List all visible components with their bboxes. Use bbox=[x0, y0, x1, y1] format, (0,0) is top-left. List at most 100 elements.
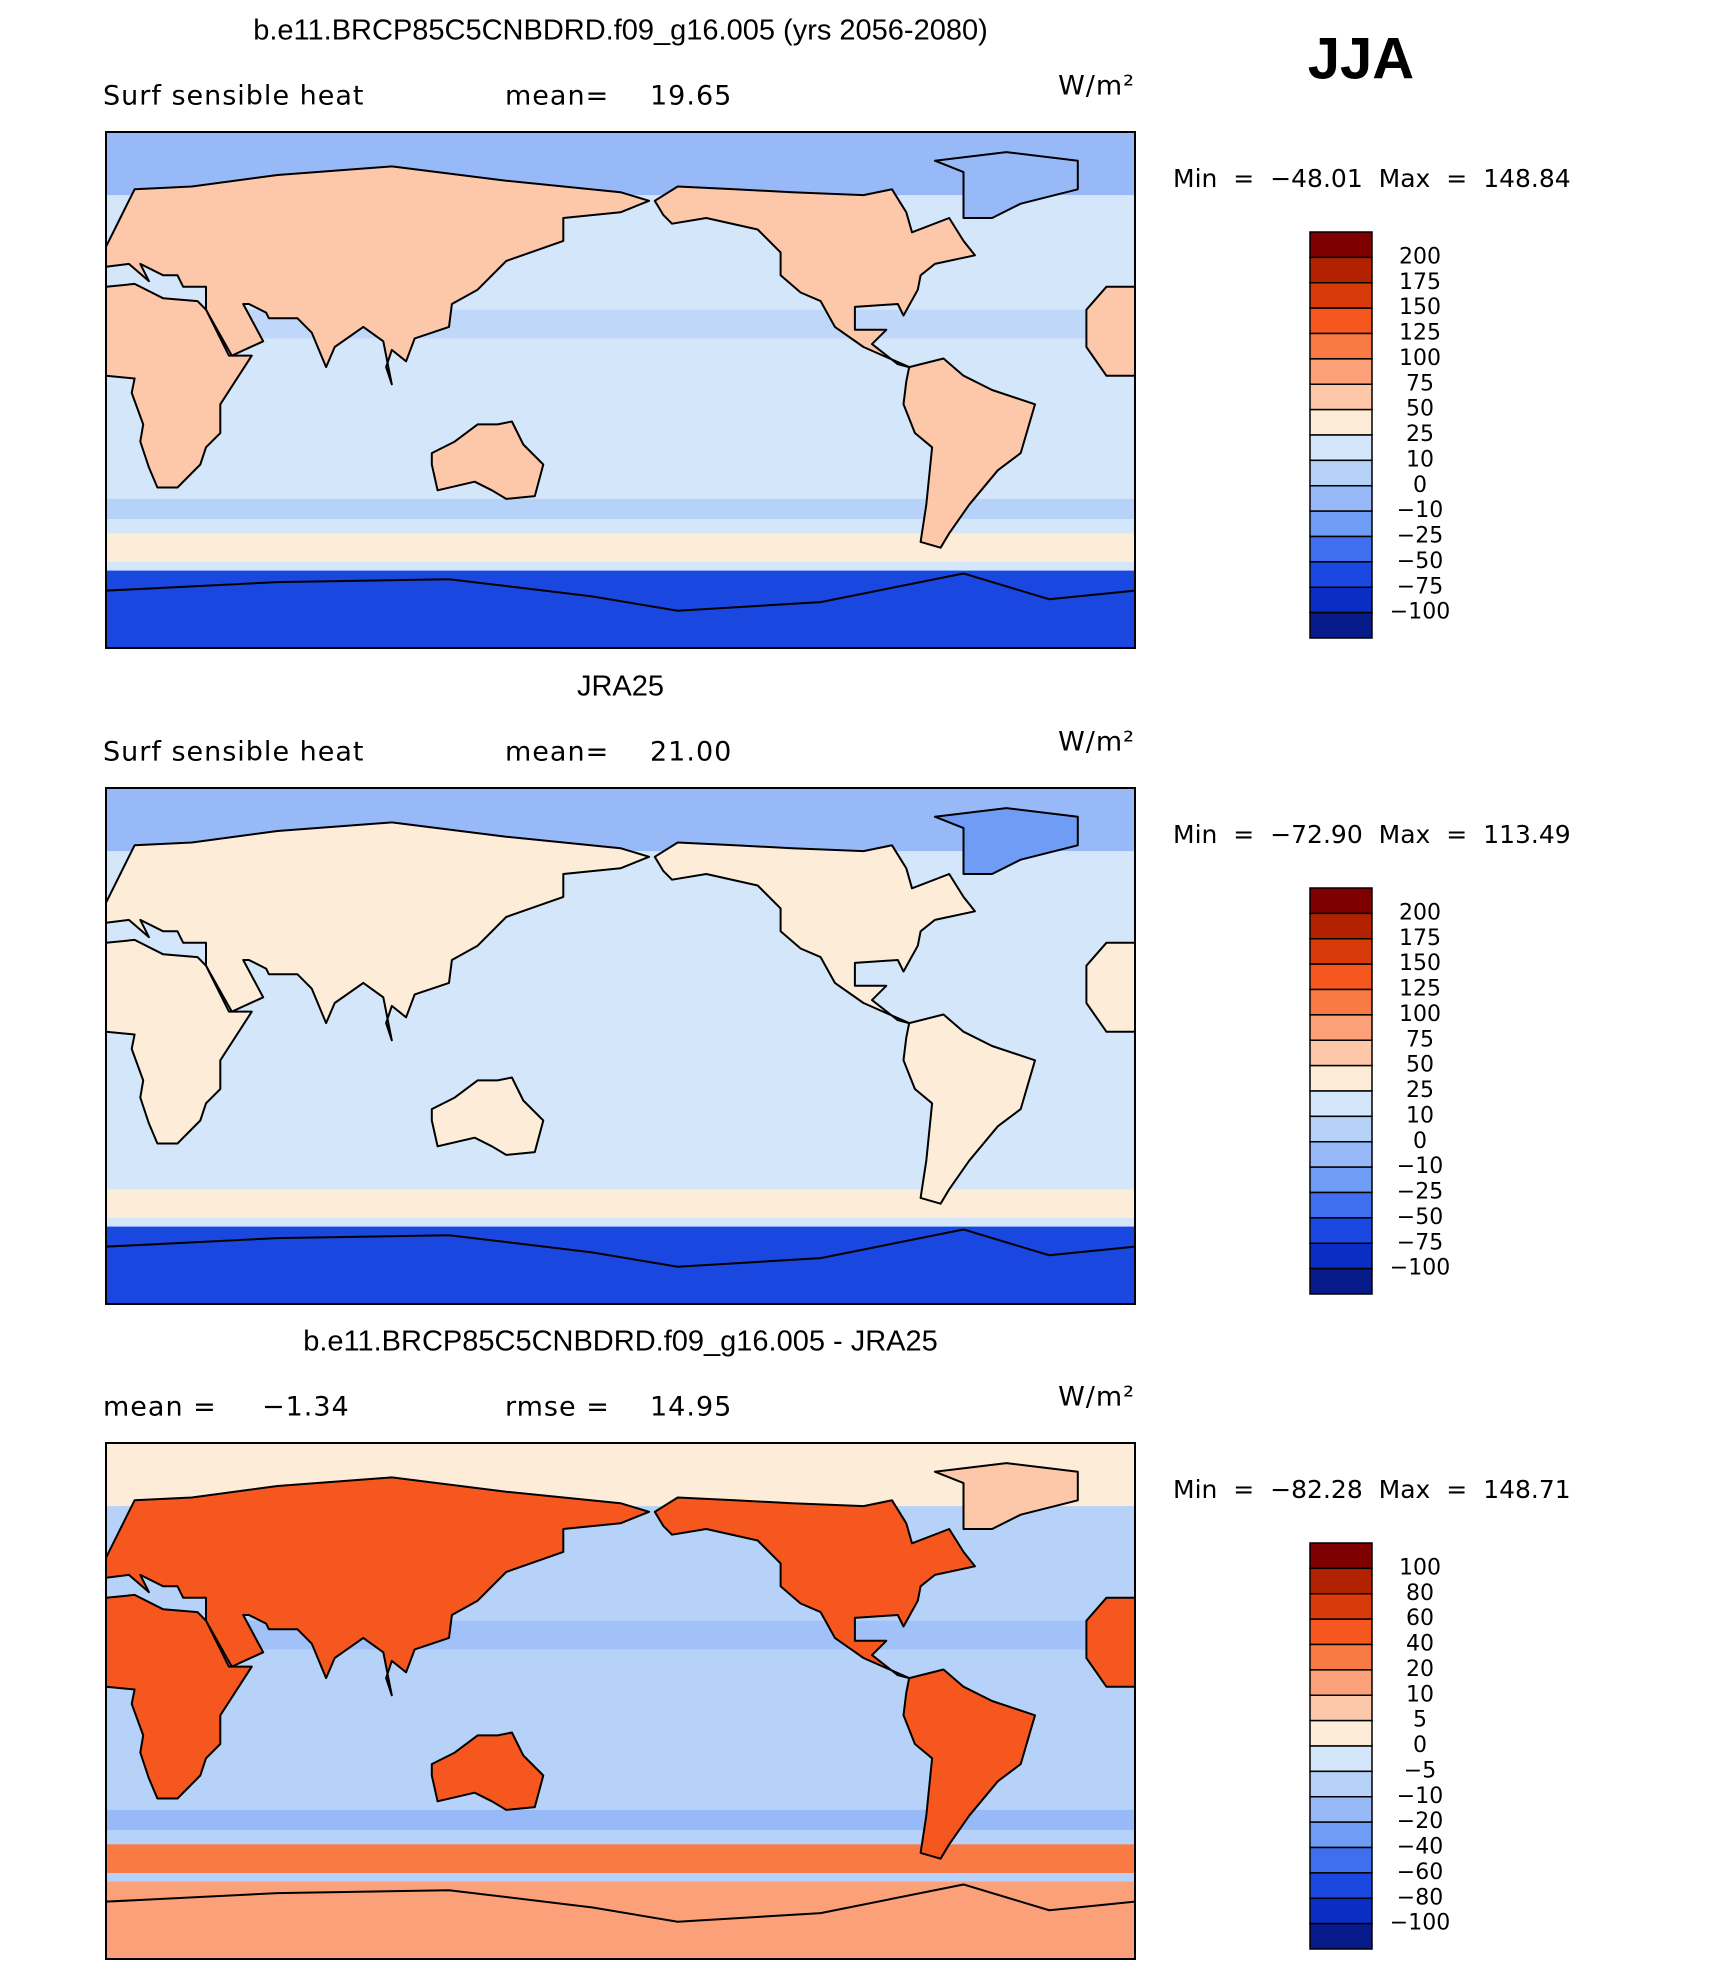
colorbar-label: 20 bbox=[1406, 1657, 1434, 1682]
colorbar-box bbox=[1309, 256, 1373, 284]
coast-eurasia bbox=[106, 165, 651, 386]
colorbar-box bbox=[1309, 434, 1373, 462]
coast-samerica bbox=[902, 357, 1036, 549]
colorbar-label: −25 bbox=[1397, 1180, 1443, 1205]
colorbar-box bbox=[1309, 332, 1373, 360]
land-africaW bbox=[1086, 942, 1135, 1032]
coast-samerica bbox=[902, 1668, 1036, 1860]
colorbar-box bbox=[1309, 1669, 1373, 1696]
colorbar-box bbox=[1309, 1643, 1373, 1671]
colorbar-box bbox=[1309, 938, 1373, 965]
colorbar-box bbox=[1309, 535, 1373, 563]
colorbar-box bbox=[1309, 1745, 1373, 1773]
colorbar-box bbox=[1309, 912, 1373, 940]
map-body bbox=[106, 788, 1135, 1304]
colorbar-label: −100 bbox=[1390, 1256, 1450, 1281]
colorbar-box bbox=[1309, 282, 1373, 309]
colorbar-box bbox=[1309, 586, 1373, 614]
colorbar-label: −20 bbox=[1397, 1809, 1443, 1834]
colorbar-label: 100 bbox=[1399, 1555, 1441, 1580]
land-eurasia bbox=[106, 166, 650, 385]
coast-australia bbox=[430, 420, 545, 500]
colorbar-label: 200 bbox=[1399, 900, 1441, 925]
colorbar-label: 100 bbox=[1399, 346, 1441, 371]
colorbar-label: −100 bbox=[1390, 1911, 1450, 1936]
colorbar-label: −75 bbox=[1397, 1230, 1443, 1255]
subtitle-left: Surf sensible heat bbox=[103, 81, 365, 112]
colorbar-label: 75 bbox=[1406, 1027, 1434, 1052]
land-namerica bbox=[654, 186, 975, 368]
subtitle-left: Surf sensible heat bbox=[103, 737, 365, 768]
colorbar-label: 175 bbox=[1399, 926, 1441, 951]
map-frame bbox=[105, 131, 1136, 649]
colorbar-box bbox=[1309, 510, 1373, 538]
land-greenland bbox=[934, 808, 1078, 874]
map-body bbox=[106, 132, 1135, 648]
coast-greenland bbox=[933, 151, 1079, 219]
colorbar-box bbox=[1309, 1567, 1373, 1595]
subtitle-center-value: 14.95 bbox=[650, 1392, 732, 1423]
land-africaW bbox=[1086, 286, 1135, 376]
subtitle-left: mean = bbox=[103, 1392, 217, 1423]
colorbar-label: 0 bbox=[1413, 473, 1427, 498]
land-namerica bbox=[654, 1497, 975, 1679]
colorbar-box bbox=[1309, 1618, 1373, 1646]
colorbar-label: 10 bbox=[1406, 1682, 1434, 1707]
colorbar-box bbox=[1309, 1014, 1373, 1041]
south-mid-band bbox=[106, 1809, 1135, 1830]
coast-africaW bbox=[1085, 1596, 1135, 1688]
colorbar-box bbox=[1309, 307, 1373, 335]
season-label: JJA bbox=[1308, 26, 1414, 91]
colorbar-box bbox=[1309, 561, 1373, 588]
land-eurasia bbox=[106, 822, 650, 1041]
colorbar-label: −80 bbox=[1397, 1885, 1443, 1910]
colorbar-label: 40 bbox=[1406, 1632, 1434, 1657]
coast-antarctica bbox=[106, 572, 1135, 612]
colorbar-box bbox=[1309, 963, 1373, 991]
coast-namerica bbox=[653, 841, 976, 1025]
colorbar-box bbox=[1309, 1191, 1373, 1219]
colorbar-label: −10 bbox=[1397, 1154, 1443, 1179]
colorbar-label: −75 bbox=[1397, 574, 1443, 599]
colorbar-box bbox=[1309, 383, 1373, 411]
colorbar-box bbox=[1309, 1872, 1373, 1899]
land-samerica bbox=[903, 1014, 1035, 1204]
coast-namerica bbox=[653, 185, 976, 369]
units: W/m² bbox=[1058, 71, 1135, 102]
colorbar-label: −25 bbox=[1397, 524, 1443, 549]
land-australia bbox=[431, 1077, 544, 1155]
map bbox=[105, 131, 1136, 649]
coast-africaW bbox=[1085, 941, 1135, 1033]
colorbar-box bbox=[1309, 988, 1373, 1016]
colorbar-box bbox=[1309, 1593, 1373, 1620]
map bbox=[105, 1442, 1136, 1960]
colorbar-box bbox=[1309, 611, 1373, 639]
coast-africaW bbox=[1085, 285, 1135, 377]
colorbar-box bbox=[1309, 1166, 1373, 1194]
colorbar-label: 100 bbox=[1399, 1002, 1441, 1027]
colorbar-box bbox=[1309, 1719, 1373, 1747]
colorbar-box bbox=[1309, 1267, 1373, 1295]
antarctic bbox=[106, 1881, 1135, 1959]
colorbar-box bbox=[1309, 1821, 1373, 1849]
colorbar-box bbox=[1309, 1796, 1373, 1823]
colorbar-label: 5 bbox=[1413, 1708, 1427, 1733]
land-australia bbox=[431, 421, 544, 499]
colorbar-label: 10 bbox=[1406, 447, 1434, 472]
colorbar-label: 125 bbox=[1399, 977, 1441, 1002]
coast-antarctica bbox=[106, 1883, 1135, 1923]
coast-eurasia bbox=[106, 821, 651, 1042]
colorbar-label: 10 bbox=[1406, 1103, 1434, 1128]
colorbar-label: 125 bbox=[1399, 321, 1441, 346]
colorbar-label: −50 bbox=[1397, 1205, 1443, 1230]
southern-band bbox=[106, 1844, 1135, 1873]
antarctic bbox=[106, 570, 1135, 648]
min-max: Min = −72.90 Max = 113.49 bbox=[1173, 820, 1571, 849]
colorbar-label: −100 bbox=[1390, 600, 1450, 625]
colorbar-box bbox=[1309, 1141, 1373, 1168]
coast-australia bbox=[430, 1731, 545, 1811]
southern-band bbox=[106, 533, 1135, 562]
colorbar-label: 0 bbox=[1413, 1733, 1427, 1758]
colorbar-label: −10 bbox=[1397, 1784, 1443, 1809]
colorbar-box bbox=[1309, 1846, 1373, 1874]
